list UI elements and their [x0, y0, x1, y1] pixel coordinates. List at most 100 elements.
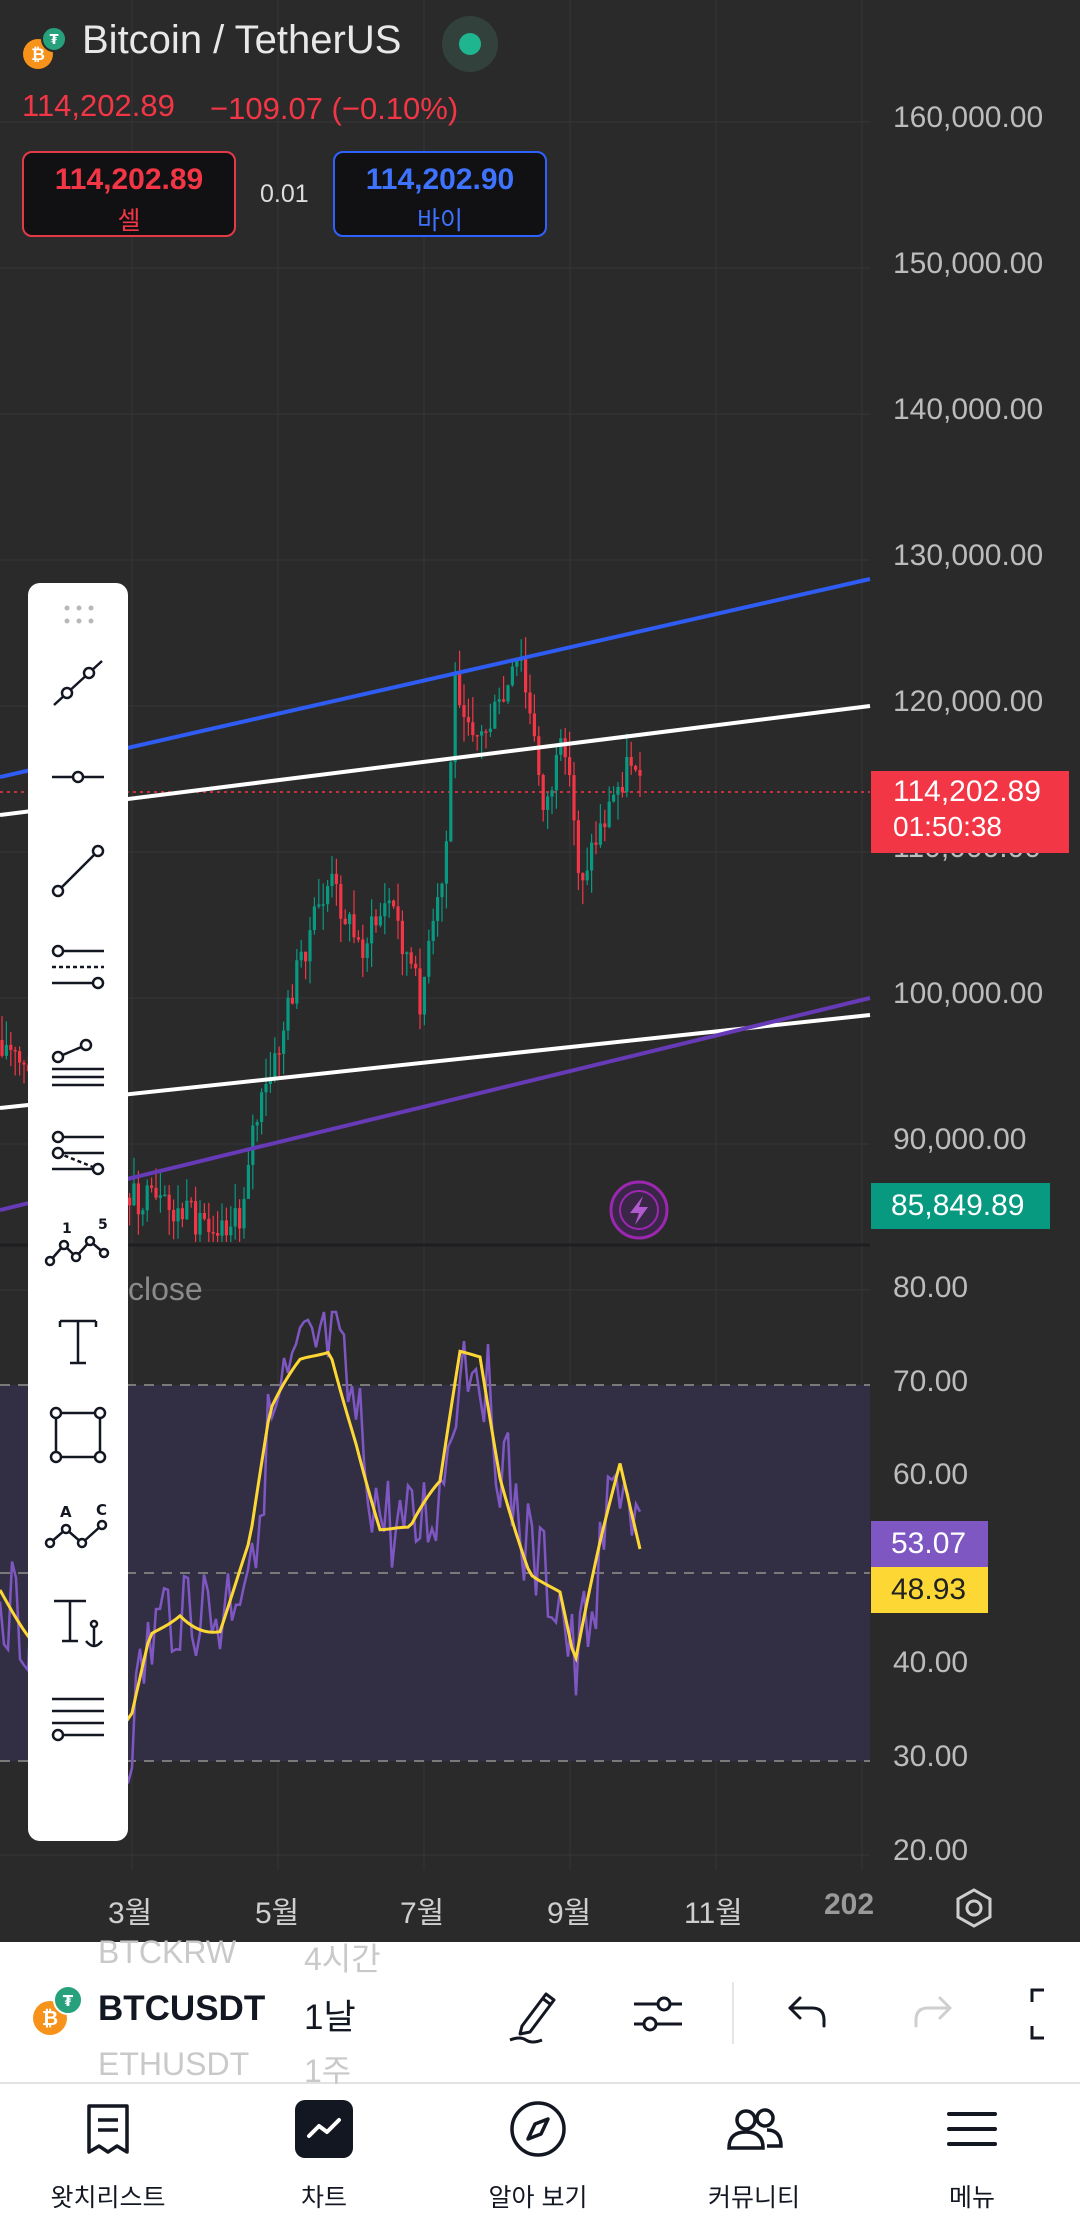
candle-body [625, 756, 629, 793]
fullscreen-icon[interactable] [1028, 1982, 1080, 2046]
toolbar-drag-handle-icon[interactable] [62, 601, 96, 629]
candle-body [532, 713, 536, 737]
candle-body [22, 1062, 26, 1065]
rsi-axis-label: 40.00 [893, 1646, 969, 1679]
text-tool-icon [58, 1319, 98, 1365]
candle-body [590, 842, 594, 871]
buy-button[interactable]: 114,202.90 바이 [333, 151, 547, 237]
candle-body [440, 883, 444, 898]
trend-line-blue[interactable] [0, 577, 871, 779]
price-axis-label: 140,000.00 [893, 393, 1044, 426]
candle-body [506, 685, 510, 702]
candle-body [515, 660, 519, 667]
candle-body [374, 916, 378, 926]
candle-body [616, 786, 620, 795]
trend-line-white-upper[interactable] [0, 704, 871, 817]
candle-body [392, 900, 396, 907]
candle-body [414, 963, 418, 969]
symbol-selector[interactable]: BTCUSDT [98, 1989, 266, 2028]
next-symbol[interactable]: ETHUSDT [98, 2046, 250, 2082]
candle-body [427, 940, 431, 977]
chart-area[interactable]: ₿ ₮ Bitcoin / TetherUS 114,202.89 −109.0… [0, 0, 1080, 1942]
candle-body [449, 762, 453, 842]
candle-body [528, 692, 532, 714]
fib-retracement-tool[interactable] [42, 1117, 114, 1189]
interval-selector[interactable]: 1날 [304, 1998, 356, 2037]
candle-body [396, 906, 400, 921]
indicator-settings-icon[interactable] [626, 1982, 690, 2046]
candle-body [497, 699, 501, 702]
chart-settings-icon[interactable] [952, 1886, 996, 1930]
bitcoin-coin-icon: ₿ ₮ [23, 26, 66, 69]
ray-tool[interactable] [42, 835, 114, 907]
pitchfork-tool[interactable] [42, 1023, 114, 1095]
candle-body [629, 756, 633, 766]
candle-body [141, 1210, 145, 1215]
nav-watchlist[interactable]: 왓치리스트 [8, 2098, 208, 2218]
trend-line-tool[interactable] [42, 647, 114, 719]
candle-body [418, 968, 422, 1015]
bar-countdown: 01:50:38 [893, 811, 1002, 842]
candle-body [194, 1201, 198, 1235]
candle-body [0, 1040, 4, 1056]
symbol-title[interactable]: Bitcoin / TetherUS [82, 18, 402, 62]
buy-price: 114,202.90 [365, 163, 515, 196]
candle-body [317, 904, 321, 907]
trend-line-white-lower[interactable] [0, 1013, 871, 1110]
candle-body [537, 736, 541, 776]
nav-chart[interactable]: 차트 [224, 2098, 424, 2218]
nav-label: 메뉴 [948, 2184, 995, 2212]
sell-button[interactable]: 114,202.89 셀 [22, 151, 236, 237]
prev-interval[interactable]: 4시간 [304, 1941, 381, 1977]
svg-text:5: 5 [98, 1217, 108, 1233]
text-tool[interactable] [42, 1305, 114, 1377]
anchored-text-tool[interactable] [42, 1587, 114, 1659]
nav-explore[interactable]: 알아 보기 [438, 2098, 638, 2218]
candle-body [598, 823, 602, 845]
prev-symbol[interactable]: BTCKRW [98, 1934, 237, 1970]
time-axis-label: 202 [824, 1888, 875, 1921]
candle-body [422, 976, 426, 1015]
price-axis-label: 90,000.00 [893, 1123, 1027, 1156]
community-icon [727, 2108, 783, 2150]
parallel-channel-tool[interactable] [42, 929, 114, 1001]
candle-body [524, 659, 528, 693]
rectangle-tool[interactable] [42, 1399, 114, 1471]
candle-body [246, 1164, 250, 1199]
candle-body [238, 1208, 242, 1229]
candle-body [136, 1183, 140, 1215]
candle-body [387, 900, 391, 904]
candle-body [255, 1122, 259, 1126]
parallel-channel-icon [51, 944, 105, 990]
fib-retracement-icon [51, 1130, 105, 1176]
trend-line-purple[interactable] [0, 996, 871, 1212]
market-open-dot-icon[interactable] [442, 16, 498, 72]
rectangle-icon [49, 1406, 107, 1464]
bottom-navigation: 왓치리스트 차트 알아 보기 커뮤니티 메뉴 [0, 2084, 1080, 2220]
candle-body [612, 794, 616, 802]
candle-body [286, 997, 290, 1031]
nav-menu[interactable]: 메뉴 [872, 2098, 1072, 2218]
next-interval[interactable]: 1주 [304, 2053, 352, 2089]
candle-body [458, 672, 462, 706]
chart-canvas[interactable] [0, 0, 1080, 1942]
horizontal-ray-tool[interactable] [42, 741, 114, 813]
redo-icon[interactable] [902, 1982, 966, 2046]
lightning-alert-icon[interactable] [609, 1180, 669, 1240]
rsi-axis-label: 70.00 [893, 1365, 969, 1398]
nav-community[interactable]: 커뮤니티 [654, 2098, 854, 2218]
candle-body [370, 916, 374, 944]
undo-icon[interactable] [774, 1982, 838, 2046]
candle-body [180, 1208, 184, 1220]
candlestick-series [0, 637, 642, 1242]
more-lines-tool[interactable] [42, 1681, 114, 1753]
drawing-pencil-icon[interactable] [502, 1982, 566, 2046]
candle-body [594, 842, 598, 845]
time-axis-label: 11월 [684, 1897, 743, 1930]
rsi-legend-caption[interactable]: close [128, 1271, 203, 1307]
candle-body [326, 885, 330, 905]
anchored-text-icon [54, 1599, 103, 1648]
